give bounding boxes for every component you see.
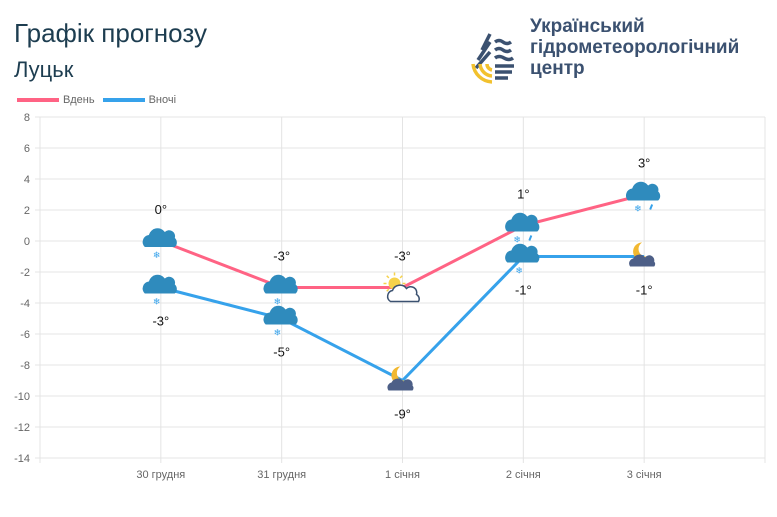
cloud-snow-icon: ❄ (505, 243, 540, 276)
page-title: Графік прогнозу (14, 18, 207, 48)
y-tick-label: -14 (14, 453, 30, 465)
y-tick-label: -8 (20, 360, 30, 372)
sun-cloud-icon (383, 272, 420, 303)
y-tick-label: -10 (14, 391, 30, 403)
legend-item-day[interactable]: Вдень (17, 94, 95, 106)
raindrop (528, 235, 533, 241)
y-tick-label: 6 (24, 143, 30, 155)
y-tick-label: 0 (24, 236, 30, 248)
x-tick-label: 1 січня (385, 469, 420, 481)
y-tick-label: -6 (20, 329, 30, 341)
moon-cloud-icon (629, 242, 656, 267)
cloud-shape (505, 243, 540, 263)
snowflake: ❄ (153, 250, 161, 260)
moon-cloud-icon (387, 366, 414, 391)
legend: Вдень Вночі (17, 94, 176, 106)
cloud-shape (142, 274, 177, 294)
raindrop (649, 204, 654, 210)
x-tick-label: 31 грудня (257, 469, 306, 481)
data-label: -1° (515, 283, 532, 298)
snowflake: ❄ (274, 328, 282, 338)
y-tick-label: 8 (24, 112, 30, 124)
cloud-snow-icon: ❄ (142, 228, 177, 260)
x-tick-label: 30 грудня (136, 469, 185, 481)
org-line-1: Український (530, 16, 645, 37)
snowflake: ❄ (153, 297, 161, 307)
data-label: -9° (394, 407, 411, 422)
cloud-shape (629, 254, 656, 267)
org-line-2: гідрометеорологічний (530, 37, 740, 58)
y-tick-label: -2 (20, 267, 30, 279)
sun-ray (399, 275, 403, 279)
sun-ray (386, 275, 390, 279)
snowflake: ❄ (274, 297, 282, 307)
data-label: -1° (636, 283, 653, 298)
cloud-snow-icon: ❄ (142, 274, 177, 307)
cloud-shape (263, 274, 298, 294)
data-label: 3° (638, 156, 650, 171)
cloud-shape (386, 284, 420, 303)
cloud-shape (263, 305, 298, 325)
legend-item-night[interactable]: Вночі (102, 94, 177, 106)
data-label: -3° (394, 249, 411, 264)
legend-label-night: Вночі (148, 94, 177, 106)
ugmc-logo (471, 33, 515, 84)
cloud-rain-snow-icon: ❄ (505, 212, 540, 245)
y-tick-label: 4 (24, 174, 30, 186)
data-label: -3° (152, 314, 169, 329)
x-tick-label: 2 січня (506, 469, 541, 481)
cloud-shape (505, 212, 540, 232)
snowflake: ❄ (515, 266, 523, 276)
cloud-rain-snow-icon: ❄ (626, 181, 661, 214)
data-label: -3° (273, 249, 290, 264)
cloud-shape (626, 181, 661, 201)
sun-ray (386, 288, 390, 292)
city-name: Луцьк (14, 57, 74, 82)
y-tick-label: 2 (24, 205, 30, 217)
x-tick-label: 3 січня (627, 469, 662, 481)
y-tick-label: -12 (14, 422, 30, 434)
data-label: 1° (517, 187, 529, 202)
y-tick-label: -4 (20, 298, 30, 310)
cloud-snow-icon: ❄ (263, 305, 298, 338)
data-label: -5° (273, 345, 290, 360)
snowflake: ❄ (634, 204, 642, 214)
organization-name: Український гідрометеорологічний центр (530, 16, 770, 79)
legend-label-day: Вдень (63, 94, 95, 106)
cloud-snow-icon: ❄ (263, 274, 298, 307)
snowflake: ❄ (513, 235, 521, 245)
cloud-shape (387, 378, 414, 391)
org-line-3: центр (530, 58, 585, 79)
cloud-shape (142, 228, 177, 247)
data-label: 0° (155, 202, 167, 217)
